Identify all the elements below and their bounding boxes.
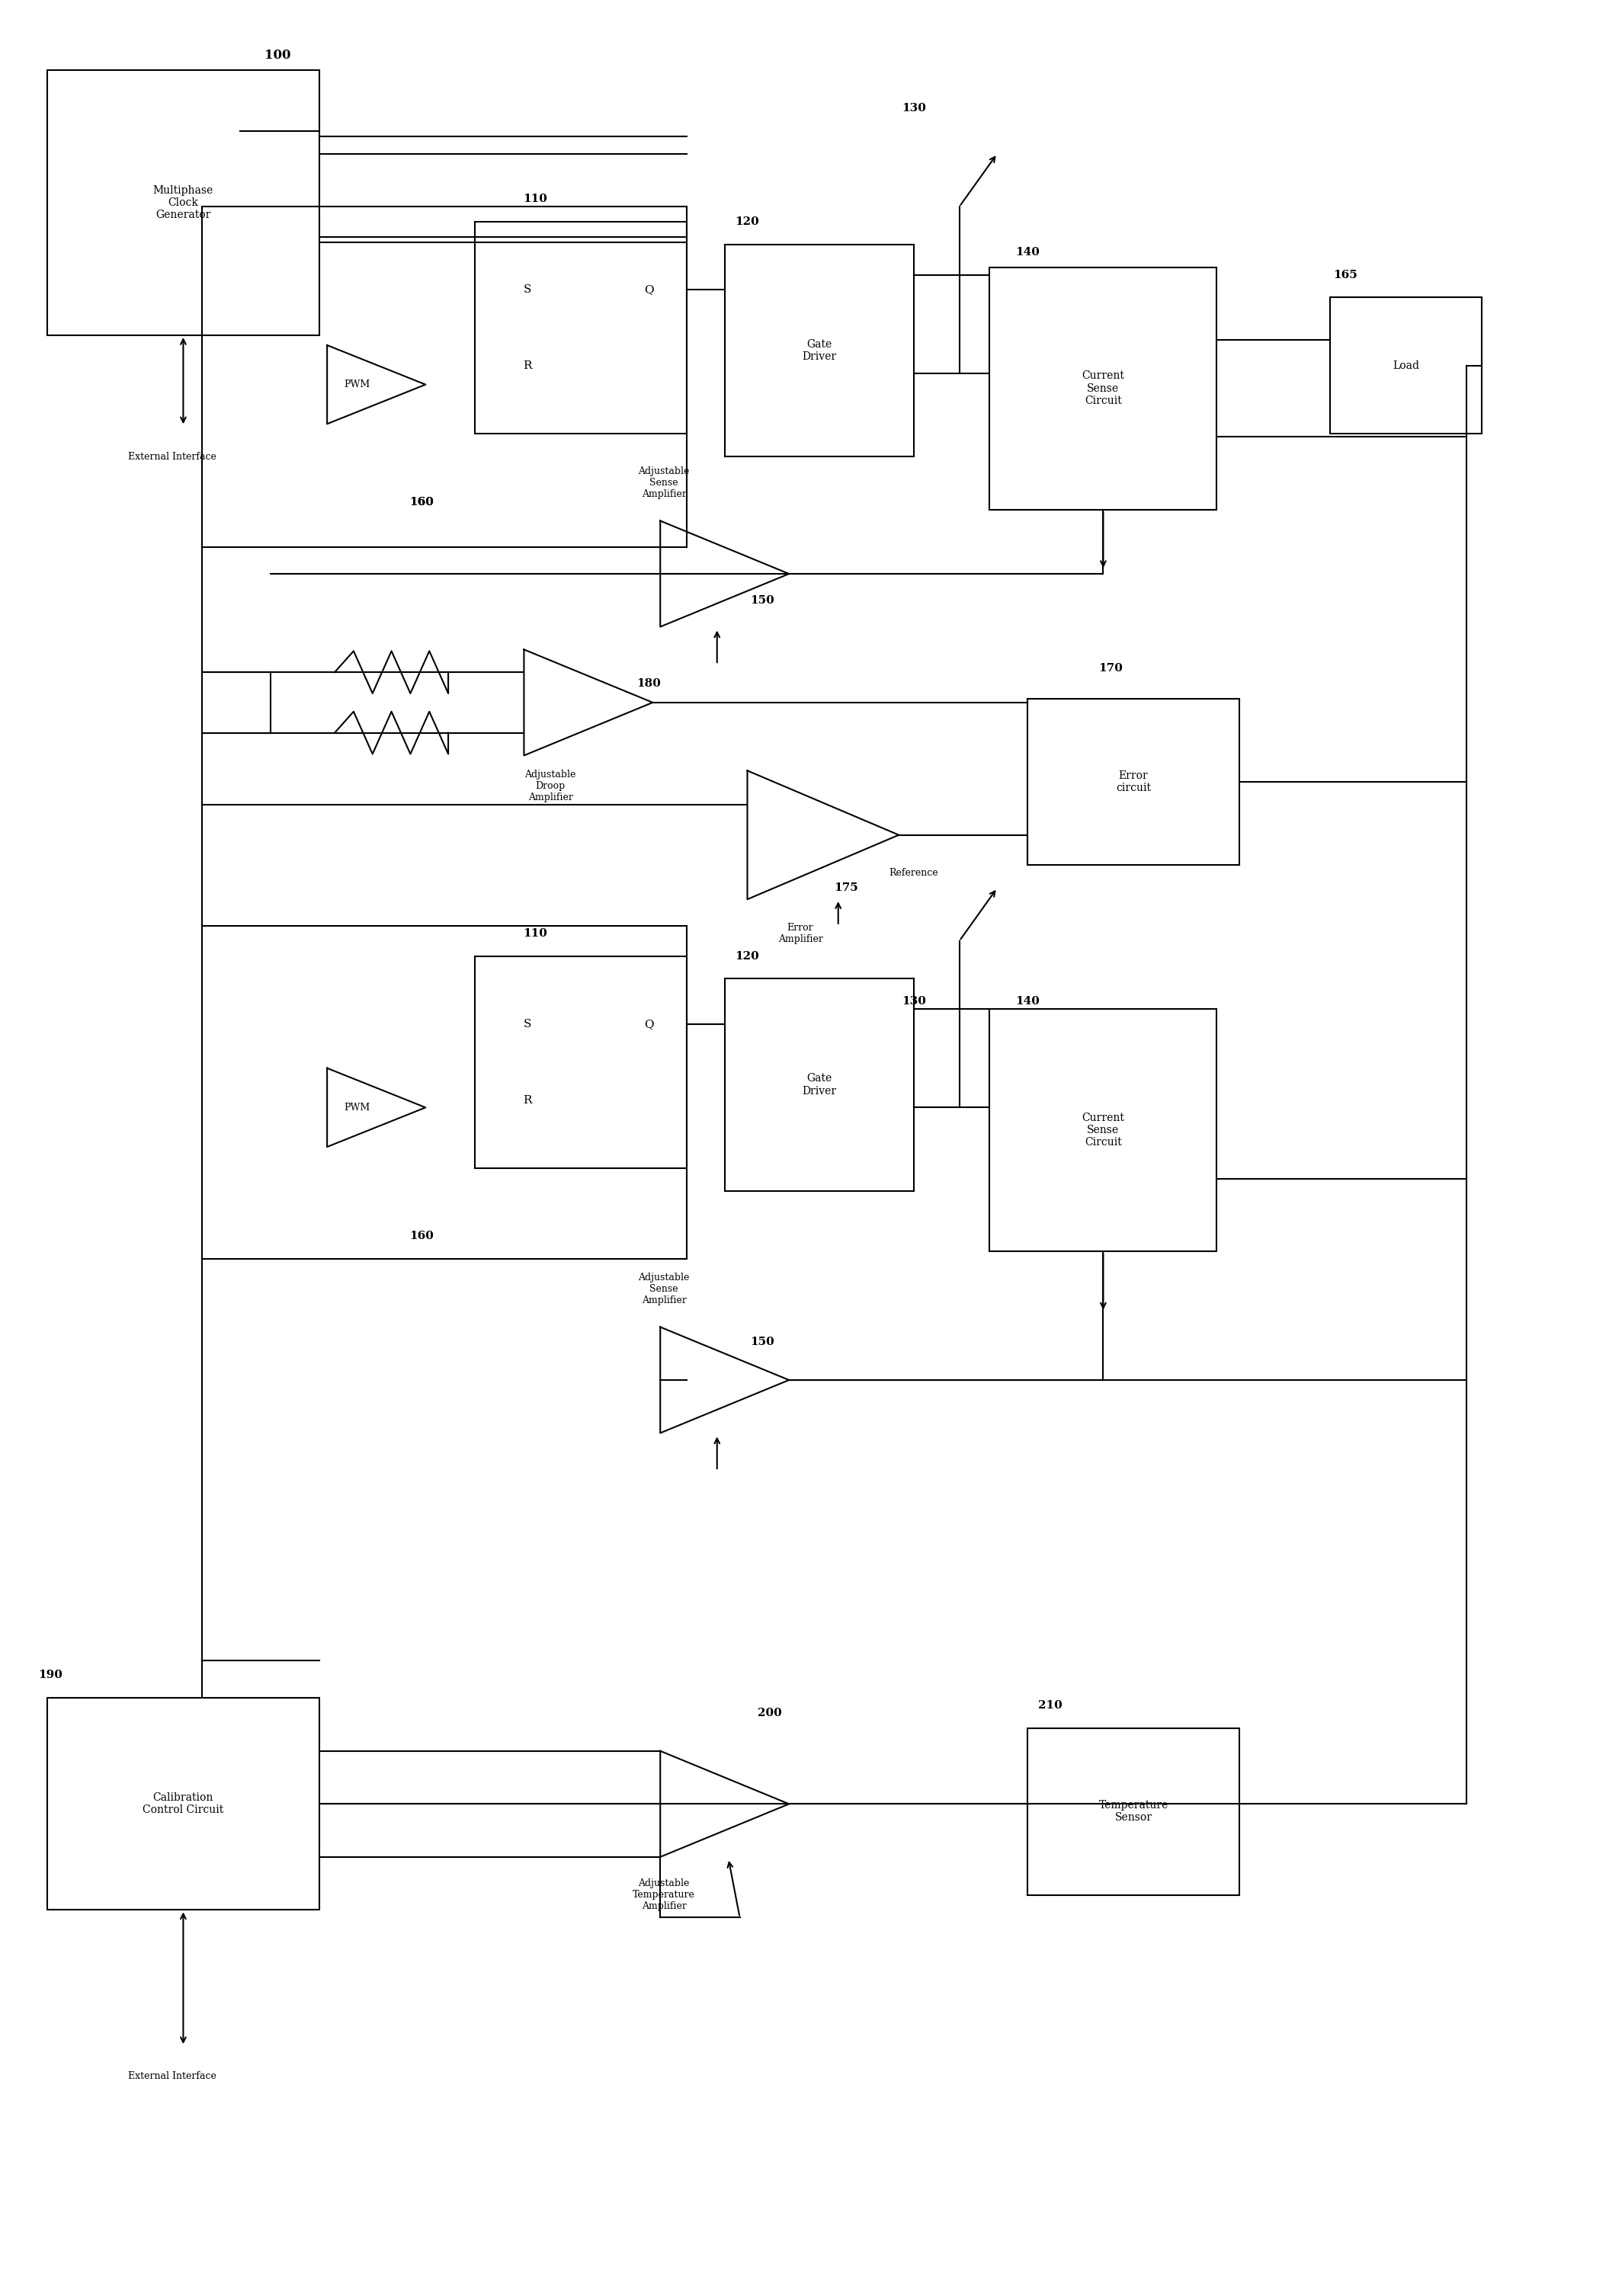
- Text: 180: 180: [637, 677, 661, 689]
- Text: Q: Q: [644, 1019, 653, 1029]
- Text: Reference: Reference: [890, 868, 938, 877]
- Text: Current
Sense
Circuit: Current Sense Circuit: [1081, 1114, 1125, 1148]
- Text: Temperature
Sensor: Temperature Sensor: [1099, 1800, 1168, 1823]
- Text: 140: 140: [1015, 246, 1039, 257]
- Text: 160: 160: [410, 496, 434, 507]
- Bar: [47, 1699, 320, 1910]
- Text: Gate
Driver: Gate Driver: [801, 1072, 837, 1095]
- Text: 120: 120: [735, 951, 759, 962]
- Text: Adjustable
Sense
Amplifier: Adjustable Sense Amplifier: [639, 1272, 690, 1306]
- Text: External Interface: External Interface: [127, 2071, 216, 2082]
- Bar: [1028, 1729, 1239, 1894]
- Text: 165: 165: [1334, 269, 1358, 280]
- Bar: [990, 1008, 1216, 1251]
- Text: 200: 200: [758, 1708, 782, 1717]
- Text: 190: 190: [39, 1669, 63, 1681]
- Text: 175: 175: [833, 882, 858, 893]
- Bar: [475, 955, 687, 1169]
- Text: Adjustable
Droop
Amplifier: Adjustable Droop Amplifier: [525, 769, 576, 801]
- Text: R: R: [523, 360, 533, 372]
- Bar: [724, 243, 914, 457]
- Text: S: S: [525, 285, 531, 294]
- Text: 130: 130: [901, 103, 927, 113]
- Bar: [475, 223, 687, 434]
- Text: 110: 110: [523, 928, 547, 939]
- Text: 150: 150: [750, 1336, 774, 1348]
- Text: Adjustable
Temperature
Amplifier: Adjustable Temperature Amplifier: [632, 1878, 695, 1910]
- Text: Multiphase
Clock
Generator: Multiphase Clock Generator: [153, 186, 214, 220]
- Text: Q: Q: [644, 285, 653, 294]
- Bar: [1331, 298, 1482, 434]
- Text: Adjustable
Sense
Amplifier: Adjustable Sense Amplifier: [639, 466, 690, 498]
- Text: Error
Amplifier: Error Amplifier: [777, 923, 822, 944]
- Text: PWM: PWM: [344, 379, 370, 390]
- Text: 160: 160: [410, 1231, 434, 1242]
- Bar: [1028, 698, 1239, 866]
- Text: Error
circuit: Error circuit: [1117, 771, 1150, 794]
- Text: S: S: [525, 1019, 531, 1029]
- Bar: [724, 978, 914, 1192]
- Text: 110: 110: [523, 193, 547, 204]
- Text: External Interface: External Interface: [127, 452, 216, 461]
- Text: R: R: [523, 1095, 533, 1107]
- Bar: [990, 266, 1216, 510]
- Text: PWM: PWM: [344, 1102, 370, 1114]
- Text: 210: 210: [1038, 1701, 1062, 1711]
- Text: Load: Load: [1393, 360, 1419, 372]
- Text: 120: 120: [735, 216, 759, 227]
- Text: 150: 150: [750, 595, 774, 606]
- Text: 160: 160: [410, 496, 434, 507]
- Text: 170: 170: [1099, 664, 1123, 673]
- Text: 130: 130: [901, 996, 927, 1008]
- Text: Current
Sense
Circuit: Current Sense Circuit: [1081, 370, 1125, 406]
- Bar: [47, 71, 320, 335]
- Text: Calibration
Control Circuit: Calibration Control Circuit: [143, 1793, 224, 1816]
- Text: Gate
Driver: Gate Driver: [801, 340, 837, 363]
- Text: 140: 140: [1015, 996, 1039, 1008]
- Text: 100: 100: [265, 48, 291, 62]
